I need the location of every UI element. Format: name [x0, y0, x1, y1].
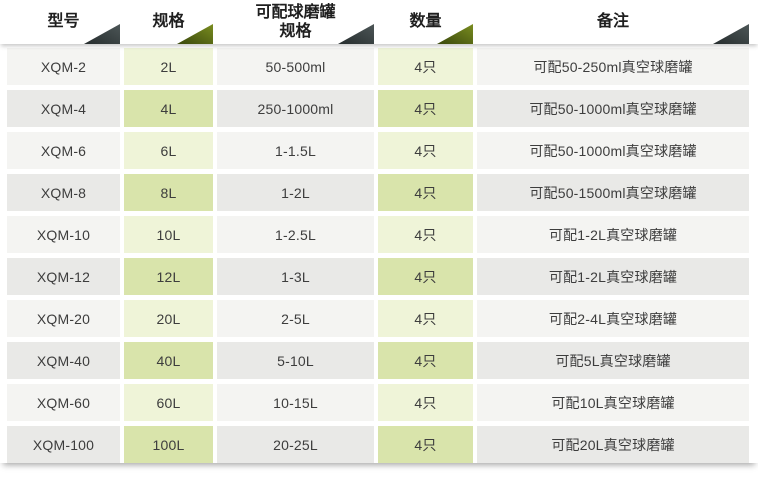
cell-notes: 可配50-1000ml真空球磨罐 — [477, 132, 749, 169]
cell-quantity: 4只 — [378, 90, 473, 127]
cell-capacity: 8L — [124, 174, 213, 211]
cell-model: XQM-6 — [7, 132, 120, 169]
cell-jar-spec: 1-2L — [217, 174, 374, 211]
cell-quantity: 4只 — [378, 174, 473, 211]
table-row: XQM-8 8L 1-2L 4只 可配50-1500ml真空球磨罐 — [0, 174, 758, 211]
column-header-model: 型号 — [7, 0, 120, 44]
cell-capacity: 10L — [124, 216, 213, 253]
column-header-label: 型号 — [47, 13, 80, 31]
cell-notes: 可配50-1000ml真空球磨罐 — [477, 90, 749, 127]
cell-jar-spec: 50-500ml — [217, 48, 374, 85]
cell-quantity: 4只 — [378, 48, 473, 85]
cell-notes: 可配1-2L真空球磨罐 — [477, 258, 749, 295]
cell-model: XQM-4 — [7, 90, 120, 127]
cell-notes: 可配50-250ml真空球磨罐 — [477, 48, 749, 85]
cell-quantity: 4只 — [378, 342, 473, 379]
corner-fold-icon — [338, 24, 374, 44]
cell-model: XQM-20 — [7, 300, 120, 337]
column-header-label: 数量 — [409, 13, 442, 31]
cell-jar-spec: 1-3L — [217, 258, 374, 295]
cell-model: XQM-8 — [7, 174, 120, 211]
cell-capacity: 40L — [124, 342, 213, 379]
cell-jar-spec: 2-5L — [217, 300, 374, 337]
cell-quantity: 4只 — [378, 258, 473, 295]
cell-capacity: 12L — [124, 258, 213, 295]
cell-notes: 可配1-2L真空球磨罐 — [477, 216, 749, 253]
column-header-notes: 备注 — [477, 0, 749, 44]
table-row: XQM-10 10L 1-2.5L 4只 可配1-2L真空球磨罐 — [0, 216, 758, 253]
cell-notes: 可配50-1500ml真空球磨罐 — [477, 174, 749, 211]
cell-jar-spec: 1-1.5L — [217, 132, 374, 169]
cell-quantity: 4只 — [378, 132, 473, 169]
cell-model: XQM-12 — [7, 258, 120, 295]
column-header-capacity: 规格 — [124, 0, 213, 44]
cell-capacity: 60L — [124, 384, 213, 421]
table-row: XQM-12 12L 1-3L 4只 可配1-2L真空球磨罐 — [0, 258, 758, 295]
table-row: XQM-2 2L 50-500ml 4只 可配50-250ml真空球磨罐 — [0, 48, 758, 85]
cell-capacity: 6L — [124, 132, 213, 169]
corner-fold-icon — [713, 24, 749, 44]
table-row: XQM-20 20L 2-5L 4只 可配2-4L真空球磨罐 — [0, 300, 758, 337]
cell-model: XQM-2 — [7, 48, 120, 85]
table-row: XQM-60 60L 10-15L 4只 可配10L真空球磨罐 — [0, 384, 758, 421]
cell-model: XQM-100 — [7, 426, 120, 463]
cell-notes: 可配20L真空球磨罐 — [477, 426, 749, 463]
cell-notes: 可配2-4L真空球磨罐 — [477, 300, 749, 337]
cell-jar-spec: 1-2.5L — [217, 216, 374, 253]
corner-fold-icon — [84, 24, 120, 44]
cell-capacity: 100L — [124, 426, 213, 463]
cell-notes: 可配10L真空球磨罐 — [477, 384, 749, 421]
cell-jar-spec: 10-15L — [217, 384, 374, 421]
cell-quantity: 4只 — [378, 384, 473, 421]
cell-model: XQM-10 — [7, 216, 120, 253]
column-header-label: 可配球磨罐 规格 — [255, 3, 336, 40]
corner-fold-icon — [437, 24, 473, 44]
table-row: XQM-4 4L 250-1000ml 4只 可配50-1000ml真空球磨罐 — [0, 90, 758, 127]
cell-quantity: 4只 — [378, 216, 473, 253]
cell-capacity: 4L — [124, 90, 213, 127]
table-row: XQM-6 6L 1-1.5L 4只 可配50-1000ml真空球磨罐 — [0, 132, 758, 169]
table-body: XQM-2 2L 50-500ml 4只 可配50-250ml真空球磨罐 XQM… — [0, 44, 758, 463]
cell-quantity: 4只 — [378, 300, 473, 337]
column-header-label: 备注 — [596, 13, 629, 31]
column-header-jar-spec: 可配球磨罐 规格 — [217, 0, 374, 44]
cell-jar-spec: 20-25L — [217, 426, 374, 463]
cell-jar-spec: 5-10L — [217, 342, 374, 379]
cell-model: XQM-40 — [7, 342, 120, 379]
table-row: XQM-40 40L 5-10L 4只 可配5L真空球磨罐 — [0, 342, 758, 379]
table-header-row: 型号 规格 可配球磨罐 规格 数量 备注 — [0, 0, 758, 44]
cell-jar-spec: 250-1000ml — [217, 90, 374, 127]
table-row: XQM-100 100L 20-25L 4只 可配20L真空球磨罐 — [0, 426, 758, 463]
cell-model: XQM-60 — [7, 384, 120, 421]
column-header-label: 规格 — [152, 13, 185, 31]
cell-quantity: 4只 — [378, 426, 473, 463]
cell-notes: 可配5L真空球磨罐 — [477, 342, 749, 379]
cell-capacity: 2L — [124, 48, 213, 85]
column-header-quantity: 数量 — [378, 0, 473, 44]
cell-capacity: 20L — [124, 300, 213, 337]
